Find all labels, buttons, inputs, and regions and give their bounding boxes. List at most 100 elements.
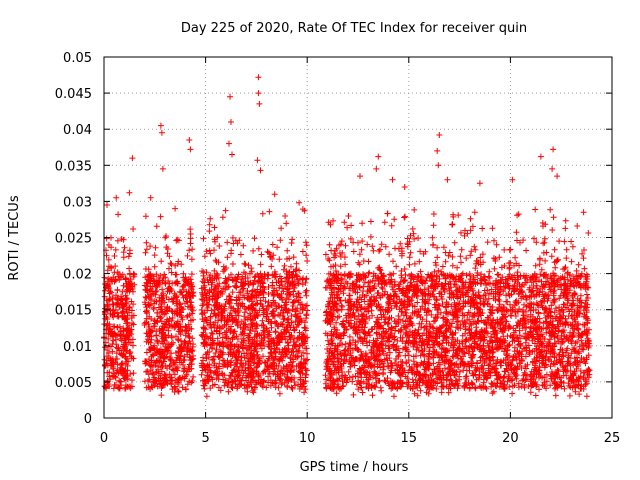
data-point — [123, 320, 130, 327]
data-point — [203, 393, 210, 400]
data-point — [271, 268, 278, 275]
data-point — [486, 355, 493, 361]
data-point — [551, 340, 558, 347]
data-point — [468, 248, 475, 255]
data-point — [551, 246, 558, 253]
data-point — [297, 376, 304, 383]
data-point — [500, 288, 507, 295]
data-point — [410, 343, 417, 350]
data-point — [295, 290, 302, 297]
data-point — [245, 295, 252, 302]
data-point — [501, 246, 508, 253]
data-point — [233, 359, 239, 366]
data-point — [347, 235, 354, 242]
data-point — [111, 381, 118, 388]
data-point — [265, 379, 272, 386]
data-point — [222, 207, 229, 214]
data-point — [538, 266, 545, 273]
data-point — [304, 356, 311, 363]
data-point — [301, 389, 308, 396]
data-point — [324, 332, 331, 339]
data-point — [288, 263, 294, 270]
data-point — [291, 278, 298, 285]
data-point — [185, 321, 192, 328]
data-point — [199, 367, 206, 374]
data-point — [286, 255, 293, 262]
data-point — [207, 215, 214, 222]
data-point — [144, 309, 150, 316]
data-point — [109, 348, 116, 355]
data-point — [423, 318, 430, 325]
data-point — [105, 330, 112, 337]
data-point — [349, 378, 356, 385]
data-point — [474, 258, 481, 265]
data-point — [188, 348, 195, 355]
data-point — [303, 292, 310, 299]
data-point — [278, 368, 285, 375]
data-point — [209, 339, 216, 346]
data-point — [233, 278, 240, 285]
data-point — [114, 309, 121, 316]
data-point — [203, 355, 210, 362]
data-point — [184, 368, 191, 375]
data-point — [449, 331, 456, 338]
data-point — [188, 379, 195, 386]
data-point — [234, 385, 241, 392]
data-point — [578, 272, 585, 279]
data-point — [388, 385, 395, 392]
data-point — [414, 361, 421, 368]
data-point — [250, 368, 257, 375]
data-point — [149, 370, 156, 377]
data-point — [158, 359, 165, 366]
data-point — [367, 302, 374, 309]
data-point — [359, 364, 366, 371]
data-point — [435, 267, 442, 274]
data-point — [145, 371, 152, 378]
data-point — [304, 307, 311, 314]
data-point — [264, 302, 271, 309]
data-point — [290, 292, 297, 298]
data-point — [479, 362, 486, 369]
data-point — [360, 258, 367, 264]
data-point — [302, 365, 309, 372]
data-point — [200, 382, 207, 389]
data-point — [266, 208, 273, 215]
data-point — [229, 334, 236, 341]
data-point — [249, 298, 255, 305]
data-point — [402, 318, 409, 325]
data-point — [496, 286, 503, 293]
data-point — [355, 373, 362, 380]
data-point — [112, 277, 119, 284]
data-point — [380, 335, 387, 342]
data-point — [546, 305, 553, 312]
data-point — [156, 381, 163, 388]
data-point — [122, 347, 129, 354]
data-point — [363, 380, 370, 387]
data-point — [458, 356, 465, 362]
data-point — [222, 379, 229, 386]
data-point — [150, 273, 157, 280]
data-point — [235, 344, 242, 351]
data-point — [449, 253, 456, 260]
data-point — [213, 275, 220, 282]
data-point — [377, 267, 384, 274]
data-point — [112, 263, 119, 270]
data-point — [282, 306, 289, 313]
data-point — [115, 273, 122, 280]
data-point — [293, 260, 300, 267]
data-point — [300, 275, 307, 282]
data-point — [304, 302, 310, 309]
data-point — [543, 378, 550, 385]
data-point — [283, 274, 290, 281]
data-point — [580, 386, 587, 392]
data-point — [299, 331, 306, 338]
data-point — [142, 294, 149, 300]
data-point — [406, 321, 413, 328]
data-point — [112, 373, 118, 380]
data-point — [278, 225, 285, 232]
data-point — [325, 303, 332, 310]
data-point — [201, 309, 208, 316]
data-point — [434, 380, 441, 387]
data-point — [173, 350, 179, 356]
data-point — [277, 373, 284, 379]
